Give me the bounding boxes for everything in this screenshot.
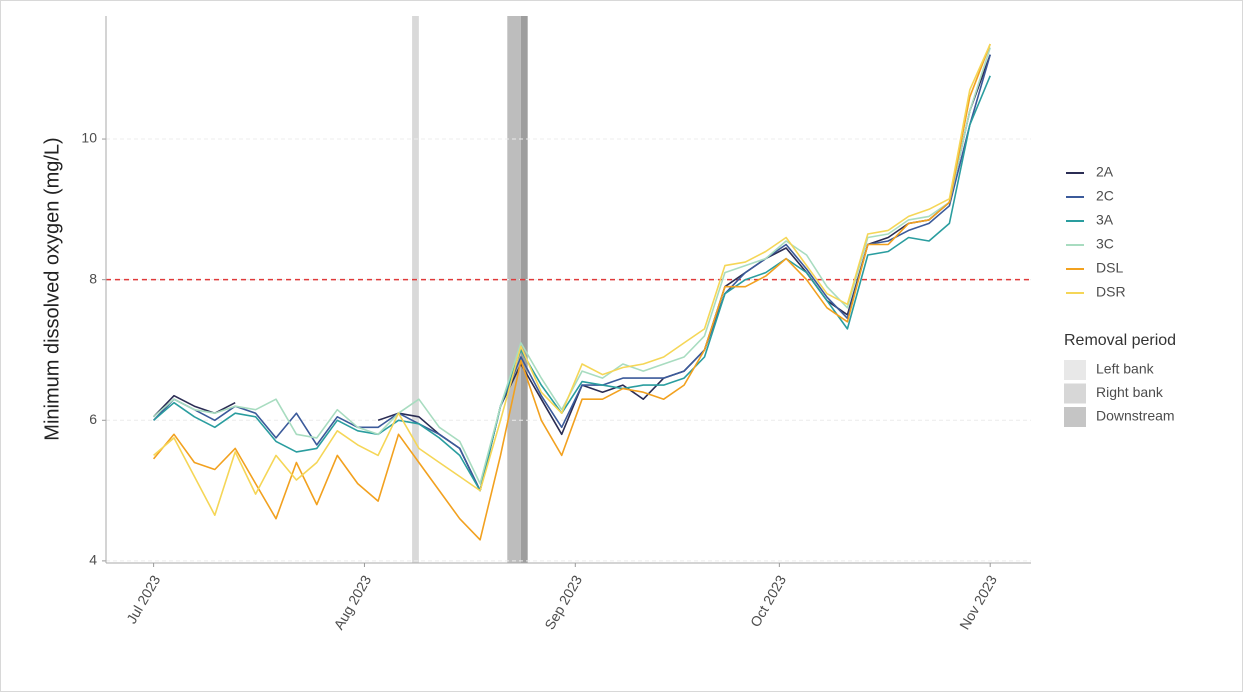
series-line xyxy=(152,43,991,541)
removal-band xyxy=(520,16,528,563)
legend-swatch xyxy=(1064,360,1086,380)
legend-title: Removal period xyxy=(1064,332,1176,349)
x-tick-label: Jul 2023 xyxy=(123,572,163,626)
y-tick-label: 8 xyxy=(89,270,97,286)
x-tick-label: Oct 2023 xyxy=(747,572,789,629)
legend-label: 2C xyxy=(1096,188,1114,204)
y-tick-label: 6 xyxy=(89,411,97,427)
legend-label: DSR xyxy=(1096,284,1126,300)
series-line xyxy=(153,75,991,492)
legend-swatch xyxy=(1064,383,1086,404)
legend-label: DSL xyxy=(1096,260,1123,276)
x-tick-label: Aug 2023 xyxy=(330,572,374,632)
x-tick-label: Sep 2023 xyxy=(541,572,585,632)
y-tick-label: 10 xyxy=(81,130,97,146)
legend-label: Left bank xyxy=(1096,361,1155,377)
legend-label: 3A xyxy=(1096,212,1114,228)
y-tick-label: 4 xyxy=(89,552,97,568)
y-axis-label: Minimum dissolved oxygen (mg/L) xyxy=(41,137,63,440)
legend-label: 3C xyxy=(1096,236,1114,252)
series-line xyxy=(377,54,991,492)
series-line xyxy=(153,394,236,418)
series-line xyxy=(153,43,991,516)
legend-label: Downstream xyxy=(1096,408,1175,424)
removal-band xyxy=(507,16,521,563)
x-tick-label: Nov 2023 xyxy=(956,572,1000,632)
removal-band xyxy=(412,16,419,563)
legend-label: 2A xyxy=(1096,164,1114,180)
legend-swatch xyxy=(1064,407,1086,427)
legend-label: Right bank xyxy=(1096,384,1164,400)
